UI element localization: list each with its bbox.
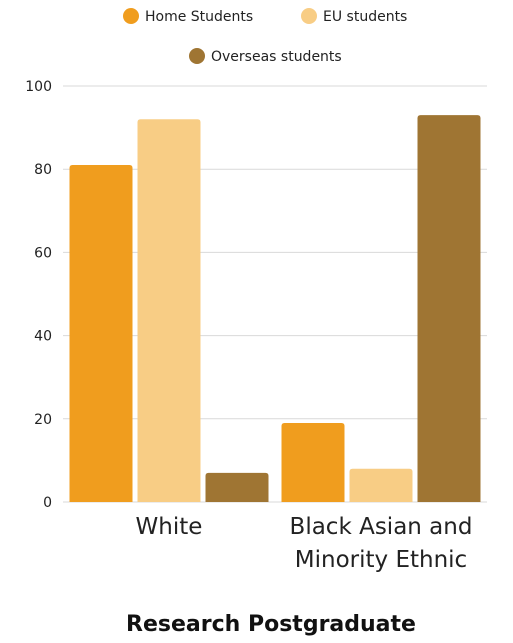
legend-item-eu-students[interactable]: EU students: [301, 8, 407, 25]
bar-home-students-1[interactable]: [69, 165, 133, 503]
x-category-label: White: [136, 514, 203, 540]
bar-overseas-students-1[interactable]: [205, 472, 269, 502]
y-tick-label: 80: [34, 162, 52, 178]
legend: Home Students EU students Overseas stude…: [123, 8, 407, 65]
legend-item-home-students[interactable]: Home Students: [123, 8, 253, 25]
legend-label-home-students: Home Students: [145, 9, 253, 25]
legend-swatch-eu-students: [301, 8, 317, 24]
x-category-label: Minority Ethnic: [295, 547, 467, 573]
y-tick-label: 60: [34, 245, 52, 261]
y-axis-ticks: 0 20 40 60 80 100: [25, 79, 52, 511]
y-tick-label: 40: [34, 329, 52, 345]
bar-eu-students-2[interactable]: [349, 468, 413, 502]
y-tick-label: 0: [43, 495, 52, 511]
bars: [69, 115, 481, 503]
legend-swatch-home-students: [123, 8, 139, 24]
legend-item-overseas-students[interactable]: Overseas students: [189, 48, 342, 65]
legend-swatch-overseas-students: [189, 48, 205, 64]
bar-overseas-students-2[interactable]: [417, 115, 481, 503]
bar-home-students-2[interactable]: [281, 422, 345, 502]
x-axis-labels: White Black Asian and Minority Ethnic: [136, 514, 473, 573]
gridlines: [63, 85, 487, 503]
x-category-label: Black Asian and: [290, 514, 473, 540]
legend-label-overseas-students: Overseas students: [211, 49, 342, 65]
y-tick-label: 100: [25, 79, 52, 95]
bar-eu-students-1[interactable]: [137, 119, 201, 502]
legend-label-eu-students: EU students: [323, 9, 407, 25]
chart-title: Research Postgraduate: [126, 612, 416, 637]
y-tick-label: 20: [34, 412, 52, 428]
